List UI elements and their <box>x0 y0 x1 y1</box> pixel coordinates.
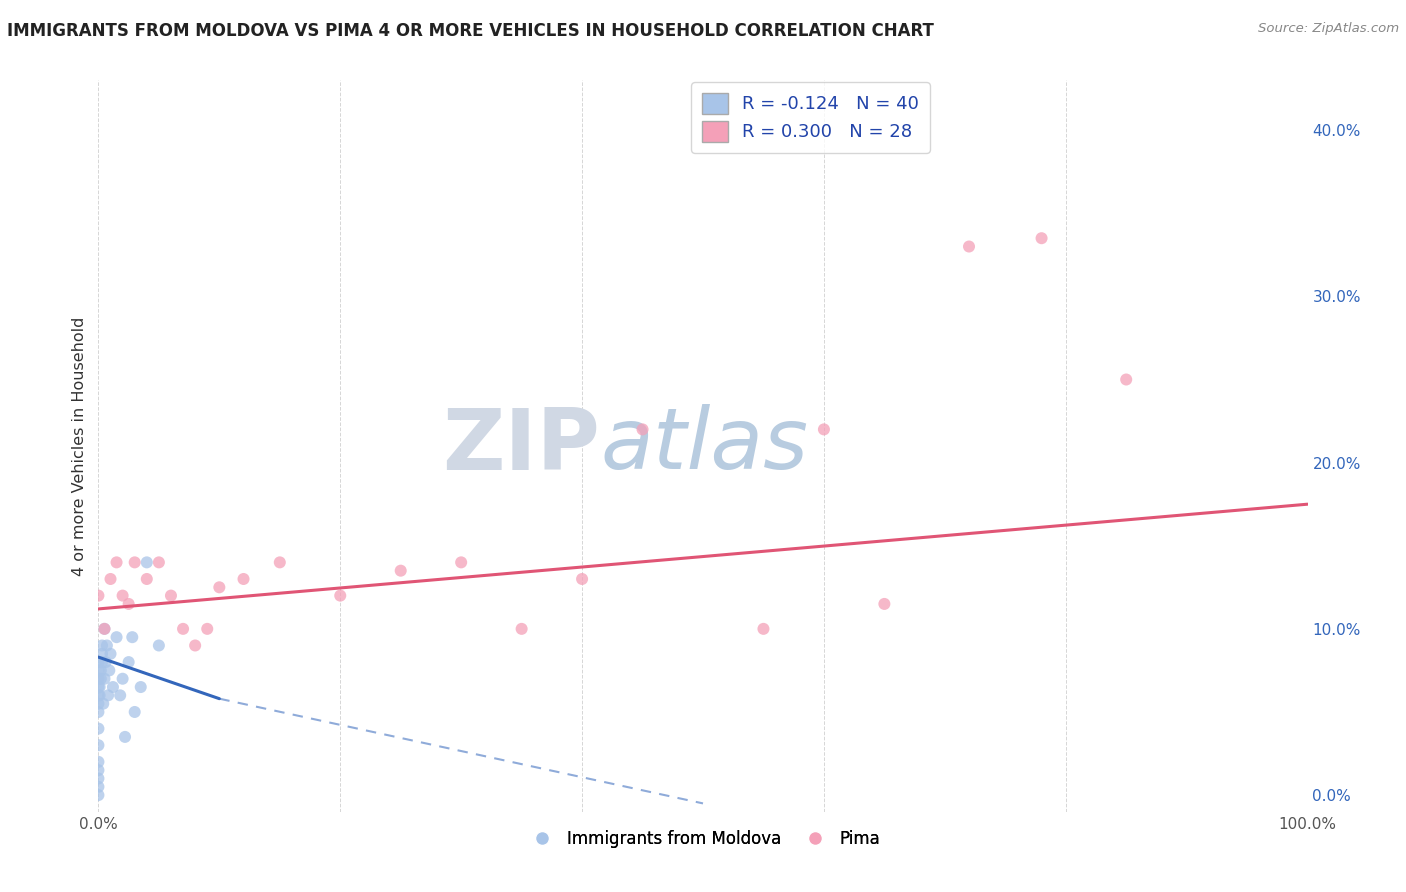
Point <box>813 422 835 436</box>
Point <box>1031 231 1053 245</box>
Point <box>90 672 112 686</box>
Point <box>105 630 128 644</box>
Point <box>269 555 291 569</box>
Point <box>89 689 111 703</box>
Point <box>184 639 207 653</box>
Point <box>93 672 115 686</box>
Point <box>98 664 121 678</box>
Point <box>91 655 114 669</box>
Point <box>172 622 194 636</box>
Point <box>135 555 157 569</box>
Point <box>114 730 136 744</box>
Point <box>91 647 114 661</box>
Point <box>87 705 110 719</box>
Point <box>105 555 128 569</box>
Point <box>87 589 110 603</box>
Point <box>108 689 131 703</box>
Point <box>87 780 110 794</box>
Point <box>118 597 141 611</box>
Point <box>94 655 117 669</box>
Y-axis label: 4 or more Vehicles in Household: 4 or more Vehicles in Household <box>72 317 87 575</box>
Point <box>87 689 110 703</box>
Point <box>571 572 593 586</box>
Point <box>195 622 218 636</box>
Point <box>100 572 122 586</box>
Point <box>124 705 146 719</box>
Text: atlas: atlas <box>600 404 808 488</box>
Point <box>91 639 114 653</box>
Point <box>87 763 110 777</box>
Point <box>87 722 110 736</box>
Point <box>873 597 896 611</box>
Point <box>129 680 152 694</box>
Point <box>96 639 118 653</box>
Point <box>118 655 141 669</box>
Point <box>510 622 533 636</box>
Point <box>208 580 231 594</box>
Point <box>100 647 122 661</box>
Text: ZIP: ZIP <box>443 404 600 488</box>
Point <box>87 655 110 669</box>
Point <box>631 422 654 436</box>
Point <box>232 572 254 586</box>
Point <box>957 239 980 253</box>
Point <box>389 564 412 578</box>
Point <box>148 555 170 569</box>
Point <box>160 589 183 603</box>
Point <box>135 572 157 586</box>
Text: Source: ZipAtlas.com: Source: ZipAtlas.com <box>1258 22 1399 36</box>
Text: IMMIGRANTS FROM MOLDOVA VS PIMA 4 OR MORE VEHICLES IN HOUSEHOLD CORRELATION CHAR: IMMIGRANTS FROM MOLDOVA VS PIMA 4 OR MOR… <box>7 22 934 40</box>
Point <box>93 622 115 636</box>
Point <box>101 680 124 694</box>
Point <box>87 680 110 694</box>
Point <box>93 622 115 636</box>
Point <box>121 630 143 644</box>
Point <box>87 697 110 711</box>
Point <box>87 664 110 678</box>
Point <box>87 772 110 786</box>
Point <box>97 689 120 703</box>
Point <box>87 755 110 769</box>
Point <box>148 639 170 653</box>
Point <box>87 672 110 686</box>
Point <box>329 589 352 603</box>
Point <box>89 680 111 694</box>
Legend: Immigrants from Moldova, Pima: Immigrants from Moldova, Pima <box>519 823 887 855</box>
Point <box>87 788 110 802</box>
Point <box>111 672 134 686</box>
Point <box>90 664 112 678</box>
Point <box>1115 372 1137 386</box>
Point <box>124 555 146 569</box>
Point <box>111 589 134 603</box>
Point <box>450 555 472 569</box>
Point <box>87 738 110 752</box>
Point <box>91 697 114 711</box>
Point <box>752 622 775 636</box>
